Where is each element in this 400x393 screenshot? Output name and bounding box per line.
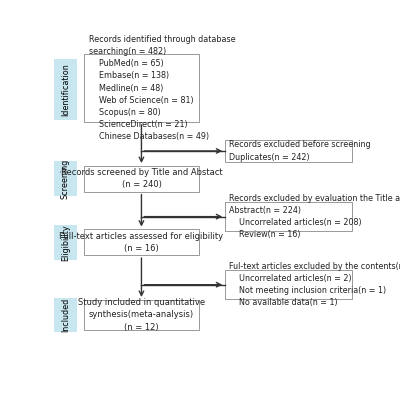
FancyBboxPatch shape: [84, 54, 199, 122]
FancyBboxPatch shape: [54, 225, 77, 260]
Text: Screening: Screening: [61, 159, 70, 199]
Text: Records excluded before screening
Duplicates(n = 242): Records excluded before screening Duplic…: [229, 140, 370, 162]
FancyBboxPatch shape: [84, 300, 199, 330]
Text: Eligibility: Eligibility: [61, 224, 70, 261]
Text: Ful-text articles excluded by the contents(n = 4)
    Uncorrelated articles(n = : Ful-text articles excluded by the conten…: [229, 262, 400, 307]
Text: Identification: Identification: [61, 63, 70, 116]
Text: Records identified through database
searching(n = 482)
    PubMed(n = 65)
    Em: Records identified through database sear…: [89, 35, 235, 141]
Text: Records screened by Title and Abstact
(n = 240): Records screened by Title and Abstact (n…: [61, 168, 222, 189]
FancyBboxPatch shape: [54, 59, 77, 120]
FancyBboxPatch shape: [84, 230, 199, 255]
FancyBboxPatch shape: [54, 162, 77, 196]
FancyBboxPatch shape: [54, 298, 77, 332]
FancyBboxPatch shape: [225, 140, 352, 162]
Text: Full-text articles assessed for eligibility
(n = 16): Full-text articles assessed for eligibil…: [59, 232, 224, 253]
Text: Included: Included: [61, 298, 70, 332]
FancyBboxPatch shape: [225, 202, 352, 231]
Text: Records excluded by evaluation the Title and
Abstract(n = 224)
    Uncorrelated : Records excluded by evaluation the Title…: [229, 194, 400, 239]
FancyBboxPatch shape: [84, 166, 199, 192]
FancyBboxPatch shape: [225, 270, 352, 299]
Text: Study included in quantitative
synthesis(meta-analysis)
(n = 12): Study included in quantitative synthesis…: [78, 298, 205, 332]
